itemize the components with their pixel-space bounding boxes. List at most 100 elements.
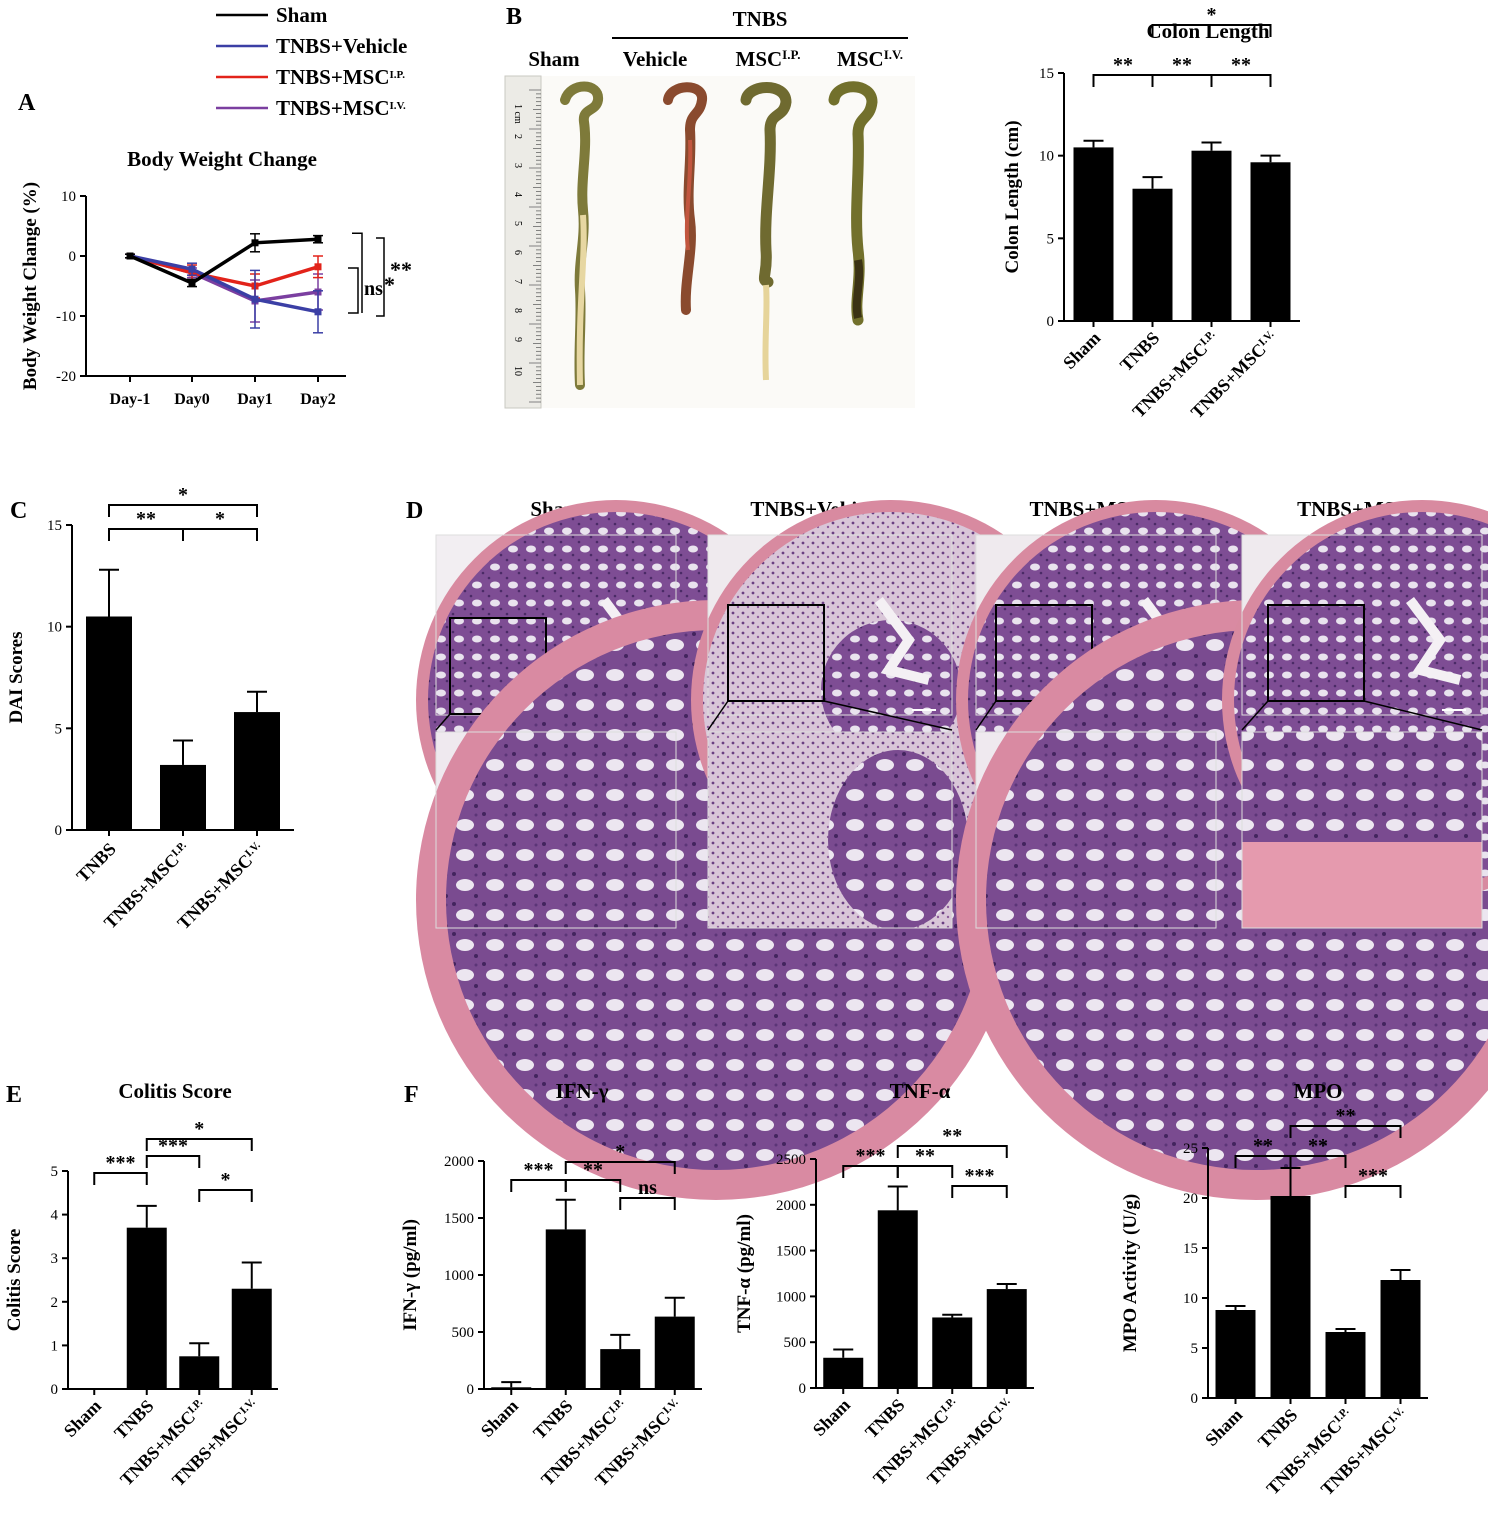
ruler-mark-label: 9 bbox=[512, 337, 523, 342]
sig-label-3: * bbox=[615, 1141, 625, 1163]
image-border bbox=[1241, 731, 1483, 929]
y-tick-label: 2000 bbox=[444, 1154, 474, 1170]
ruler-mark-label: 5 bbox=[512, 221, 523, 226]
sig-bracket-1 bbox=[145, 1155, 201, 1168]
muscle-layer bbox=[1242, 842, 1482, 928]
x-tick-label-3: Day2 bbox=[300, 391, 336, 408]
x-tick-label-0: Sham bbox=[809, 1395, 854, 1440]
y-tick-label: 1000 bbox=[776, 1289, 806, 1305]
inset-box bbox=[1267, 604, 1365, 702]
y-tick-label: 1500 bbox=[444, 1211, 474, 1227]
sig-label-ns: ns bbox=[364, 278, 383, 300]
sig-bracket-0 bbox=[842, 1165, 899, 1178]
y-tick-label: 500 bbox=[784, 1335, 807, 1351]
sig-bracket-3 bbox=[145, 1138, 253, 1151]
photo-label-vehicle: Vehicle bbox=[623, 47, 688, 71]
sig-label-1: ** bbox=[1308, 1135, 1328, 1157]
sig-label-0: ** bbox=[1113, 54, 1133, 76]
y-tick-label: 0 bbox=[55, 823, 63, 839]
colon-photo: TNBS Sham Vehicle MSCI.P. MSCI.V. 2 3 4 5 6 7… bbox=[504, 7, 915, 409]
sig-bracket-2 bbox=[619, 1197, 676, 1210]
sig-label-1: ** bbox=[915, 1145, 935, 1167]
bar-1 bbox=[545, 1229, 586, 1389]
x-tick-label-0: TNBS bbox=[72, 839, 119, 886]
sig-bracket-2 bbox=[108, 504, 258, 517]
image-border bbox=[707, 534, 953, 716]
sig-label-1: ** bbox=[1172, 54, 1192, 76]
ruler-mark-label: 4 bbox=[512, 192, 523, 197]
sig-bracket-2 bbox=[951, 1185, 1008, 1198]
y-tick-label: 2500 bbox=[776, 1152, 806, 1168]
histology-image-bottom-3 bbox=[1241, 731, 1483, 929]
x-tick-label-1: TNBS bbox=[861, 1395, 908, 1442]
panel-letter-c: C bbox=[10, 498, 27, 524]
y-tick-label: 10 bbox=[61, 189, 76, 205]
inset-box bbox=[727, 604, 825, 702]
series-point bbox=[251, 239, 259, 247]
sig-label-0: *** bbox=[856, 1145, 886, 1167]
sig-label-0: *** bbox=[106, 1152, 136, 1174]
bar-2 bbox=[1325, 1332, 1366, 1398]
sig-label-2: ns bbox=[638, 1177, 657, 1199]
sig-label-1: * bbox=[384, 272, 395, 297]
sig-bracket-3 bbox=[896, 1145, 1008, 1158]
photo-label-msc-ip: MSCI.P. bbox=[736, 47, 801, 72]
sig-bracket-1 bbox=[564, 1179, 622, 1192]
zoom-line-left bbox=[975, 700, 997, 731]
ruler-cm-label: 1 cm bbox=[512, 104, 523, 124]
bar-3 bbox=[1250, 162, 1291, 321]
sig-bracket-0 bbox=[108, 528, 184, 541]
bar-3 bbox=[986, 1289, 1027, 1388]
sig-label-0: ** bbox=[1253, 1135, 1273, 1157]
bar-1 bbox=[1270, 1196, 1311, 1398]
y-tick-label: 4 bbox=[51, 1208, 59, 1224]
sig-bracket-1 bbox=[182, 528, 258, 541]
bar-2 bbox=[1191, 150, 1232, 321]
bar-2 bbox=[234, 712, 280, 830]
sig-bracket-0 bbox=[93, 1172, 148, 1185]
x-tick-label-2: Day1 bbox=[237, 391, 273, 408]
x-tick-label-1: TNBS bbox=[110, 1396, 157, 1443]
legend-label-1: TNBS+Vehicle bbox=[276, 34, 407, 58]
y-tick-label: 1 bbox=[51, 1338, 59, 1354]
y-tick-label: 0 bbox=[1047, 314, 1055, 330]
chart-colon-length: Colon Length Colon Length (cm) 0 5 10 15 Sham T… bbox=[1002, 4, 1300, 422]
series-line-3 bbox=[129, 237, 319, 285]
photo-label-tnbs: TNBS bbox=[733, 7, 788, 31]
y-tick-label: 1500 bbox=[776, 1244, 806, 1260]
y-tick-label: 10 bbox=[47, 620, 62, 636]
y-axis-label: Colon Length (cm) bbox=[1002, 120, 1023, 273]
bar-0 bbox=[823, 1357, 864, 1388]
sig-label-3: * bbox=[1207, 4, 1217, 26]
crypts bbox=[821, 620, 961, 760]
bar-1 bbox=[126, 1227, 167, 1389]
y-tick-label: 2 bbox=[51, 1295, 59, 1311]
sig-label-0: ** bbox=[136, 508, 156, 530]
y-axis-label: MPO Activity (U/g) bbox=[1120, 1194, 1141, 1352]
panel-letter-b: B bbox=[506, 4, 522, 30]
image-border bbox=[707, 731, 953, 929]
series-point bbox=[188, 279, 196, 287]
bar-0 bbox=[491, 1387, 532, 1389]
x-tick-label-1: TNBS bbox=[529, 1396, 576, 1443]
y-tick-label: 2000 bbox=[776, 1198, 806, 1214]
sig-bracket-1 bbox=[896, 1165, 954, 1178]
y-tick-label: 3 bbox=[51, 1251, 59, 1267]
series-point bbox=[188, 265, 196, 273]
bar-2 bbox=[932, 1317, 973, 1388]
series-line-1 bbox=[129, 254, 319, 288]
y-axis-label: DAI Scores bbox=[6, 631, 27, 723]
y-tick-label: 20 bbox=[1183, 1191, 1198, 1207]
colon-specimen-vehicle bbox=[663, 82, 707, 315]
sig-bracket-3 bbox=[564, 1161, 676, 1174]
x-tick-label-0: Sham bbox=[1201, 1405, 1246, 1450]
zoom-line-right bbox=[1363, 700, 1483, 731]
photo-label-msc-iv: MSCI.V. bbox=[837, 47, 903, 72]
zoom-line-left bbox=[1241, 700, 1269, 731]
sig-label-1: ** bbox=[583, 1159, 603, 1181]
bar-3 bbox=[654, 1316, 695, 1389]
series-point bbox=[126, 252, 134, 260]
histology-image-bottom-1 bbox=[707, 731, 968, 930]
